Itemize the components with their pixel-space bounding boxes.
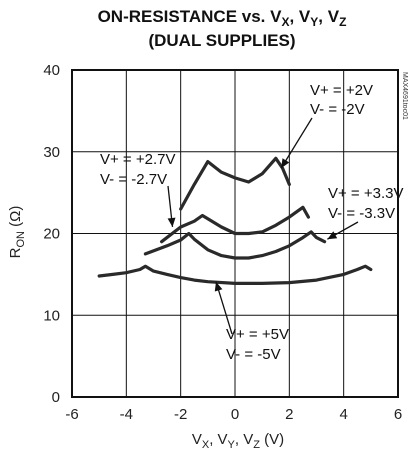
x-axis-label: VX, VY, VZ (V) <box>192 431 284 451</box>
y-tick-label: 20 <box>43 226 60 243</box>
x-axis-label-v1: V <box>192 431 202 448</box>
annotation-2v-line2: V- = -2V <box>310 101 365 118</box>
annotation-arrows <box>167 117 359 335</box>
x-axis-label-sub1: X <box>202 439 210 451</box>
x-tick-label: -6 <box>65 406 78 423</box>
data-series <box>97 156 373 285</box>
x-axis-label-sub3: Z <box>253 439 260 451</box>
series-line-4 <box>97 264 373 285</box>
annotation-5v-line1: V+ = +5V <box>226 326 289 343</box>
annotation-5v-line2: V- = -5V <box>226 346 281 363</box>
annotation-arrow-head <box>167 217 176 227</box>
watermark: MAX4691toc01 <box>401 72 408 120</box>
y-axis-label: RON (Ω) <box>7 206 27 259</box>
y-tick-label: 40 <box>43 62 60 79</box>
x-tick-label: 4 <box>339 406 347 423</box>
y-axis-label-unit: (Ω) <box>7 206 24 231</box>
y-axis-label-sub: ON <box>15 231 27 248</box>
chart-title-sep2: , V <box>318 7 339 26</box>
chart-title-sub-y: Y <box>310 15 318 29</box>
chart-title: ON-RESISTANCE vs. VX, VY, VZ <box>98 7 347 29</box>
chart-title-sep1: , V <box>289 7 310 26</box>
x-axis-label-unit: (V) <box>260 431 284 448</box>
chart-title-sub-z: Z <box>339 15 346 29</box>
x-tick-label: 6 <box>394 406 402 423</box>
y-tick-labels: 0 10 20 30 40 <box>43 62 60 406</box>
x-axis-label-sub2: Y <box>228 439 236 451</box>
x-tick-labels: -6 -4 -2 0 2 4 6 <box>65 406 402 423</box>
x-tick-label: -2 <box>174 406 187 423</box>
y-tick-label: 0 <box>52 389 60 406</box>
series-line-3 <box>143 230 327 260</box>
annotation-3-3v-line2: V- = -3.3V <box>328 205 395 222</box>
annotations: V+ = +2V V- = -2V V+ = +2.7V V- = -2.7V … <box>100 82 403 363</box>
y-axis-label-r: R <box>7 247 24 258</box>
annotation-arrow-line <box>215 281 233 335</box>
x-tick-label: 0 <box>231 406 239 423</box>
annotation-arrow-head <box>214 281 223 292</box>
plot-frame <box>71 69 399 398</box>
annotation-2-7v-line1: V+ = +2.7V <box>100 151 175 168</box>
y-tick-label: 10 <box>43 307 60 324</box>
chart-title-main: ON-RESISTANCE vs. V <box>98 7 283 26</box>
x-tick-label: 2 <box>285 406 293 423</box>
annotation-arrow-head <box>281 158 290 169</box>
annotation-arrow-line <box>280 117 313 169</box>
x-axis-label-c1: , V <box>209 431 227 448</box>
annotation-arrow-head <box>327 231 338 240</box>
series-line-2 <box>160 205 310 244</box>
x-axis-label-c2: , V <box>235 431 253 448</box>
chart-subtitle: (DUAL SUPPLIES) <box>148 31 295 50</box>
annotation-3-3v-line1: V+ = +3.3V <box>328 185 403 202</box>
annotation-2-7v-line2: V- = -2.7V <box>100 171 167 188</box>
series-line-1 <box>179 156 291 211</box>
y-tick-label: 30 <box>43 144 60 161</box>
x-tick-label: -4 <box>120 406 133 423</box>
chart-title-sub-x: X <box>281 15 289 29</box>
annotation-2v-line1: V+ = +2V <box>310 82 373 99</box>
